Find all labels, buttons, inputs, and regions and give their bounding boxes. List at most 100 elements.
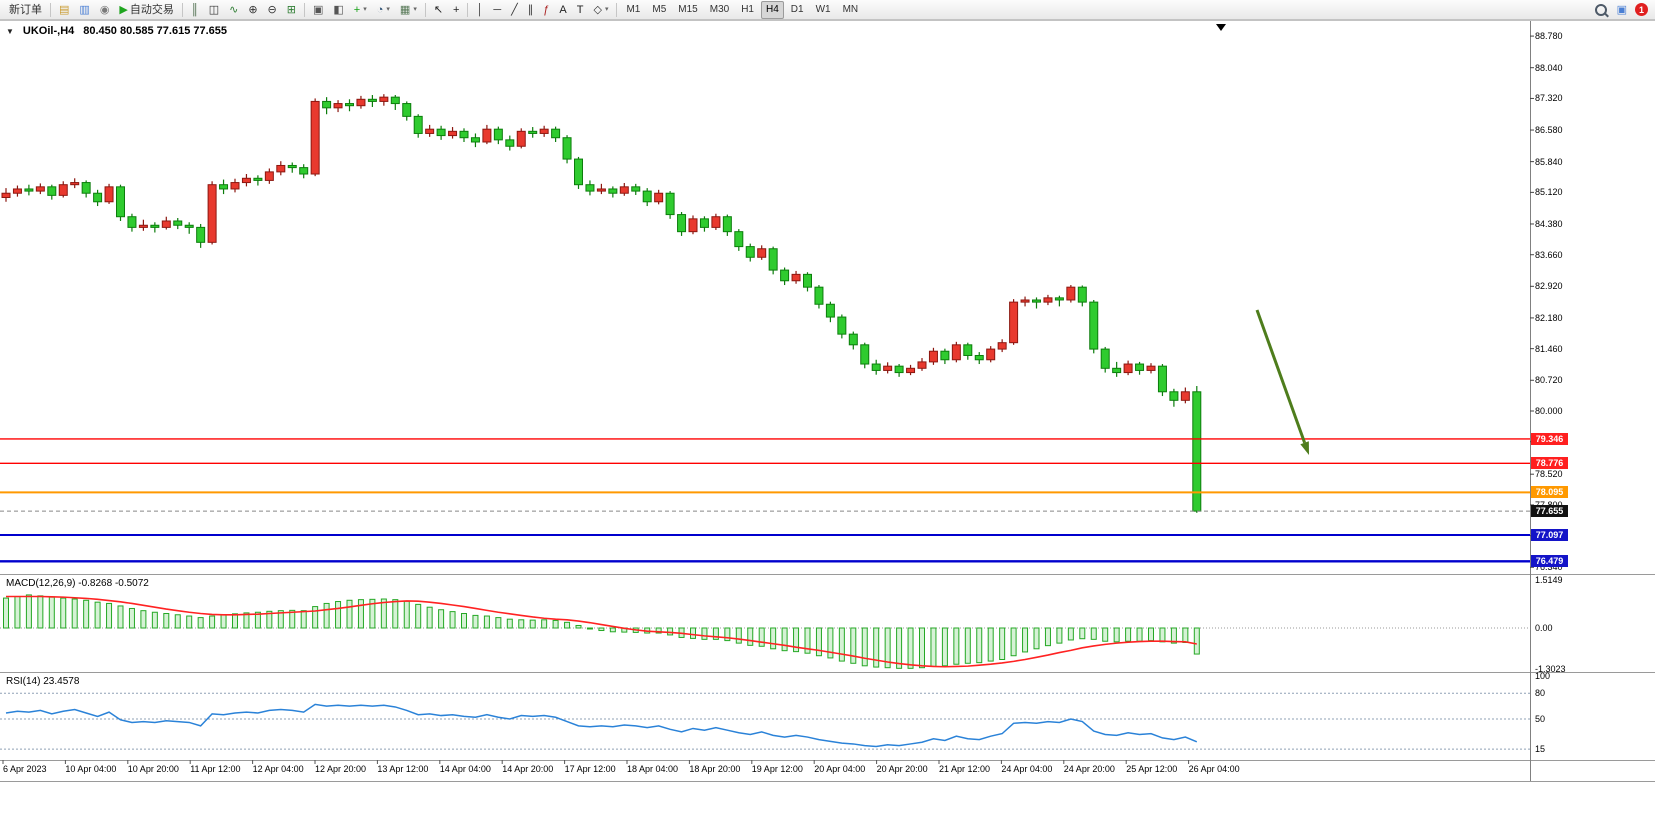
macd-histogram-bar	[1079, 627, 1086, 640]
template-button[interactable]: ▦ ▾	[396, 1, 421, 19]
macd-histogram-bar	[758, 627, 765, 647]
vertical-line-icon[interactable]: │	[472, 1, 487, 19]
macd-histogram-bar	[71, 598, 78, 629]
candle-body	[883, 365, 893, 371]
period-icon: ◔	[376, 3, 384, 16]
candlestick-chart-icon[interactable]: ◫	[205, 1, 223, 19]
tf-mn-button[interactable]: MN	[842, 3, 859, 15]
macd-histogram-bar	[335, 601, 342, 629]
crosshair-icon: +	[453, 3, 460, 16]
tf-m5-button[interactable]: M5	[652, 3, 667, 15]
shapes-button[interactable]: ◇ ▾	[589, 1, 612, 19]
period-button[interactable]: ◔ ▾	[373, 1, 394, 19]
candle-body	[1180, 391, 1190, 401]
search-button[interactable]	[1591, 1, 1611, 19]
price-scale-label: 78.520	[1535, 469, 1563, 480]
text-icon[interactable]: A	[555, 1, 570, 19]
collapse-arrow-icon[interactable]: ▼	[6, 26, 14, 36]
auto-trading-icon: ▶	[119, 3, 128, 16]
macd-histogram-bar	[907, 627, 914, 669]
macd-histogram-bar	[1033, 627, 1040, 650]
price-scale-label: 77.800	[1535, 500, 1563, 510]
tile-windows-icon[interactable]: ⊞	[283, 1, 300, 19]
macd-histogram-bar	[3, 597, 9, 629]
trend-arrow-head[interactable]	[1300, 441, 1309, 455]
broadcast-icon: ◉	[99, 3, 110, 16]
label-icon[interactable]: T	[573, 1, 588, 19]
cursor-icon[interactable]: ↖	[430, 1, 447, 19]
zoom-in-icon[interactable]: ⊕	[244, 1, 261, 19]
time-axis-label: 10 Apr 04:00	[65, 764, 117, 774]
candle-body	[963, 344, 973, 356]
macd-histogram-bar	[770, 627, 777, 650]
arrange-windows-icon[interactable]: ◧	[329, 1, 347, 19]
add-indicator-button[interactable]: + ▾	[350, 1, 371, 19]
macd-histogram-bar	[83, 599, 90, 629]
candle-body	[470, 137, 480, 143]
bar-chart-icon[interactable]: ║	[187, 1, 203, 19]
candle-body	[367, 98, 377, 102]
candle-body	[413, 115, 423, 134]
candle-body	[825, 303, 835, 318]
macd-histogram-bar	[999, 627, 1006, 660]
time-axis-label: 10 Apr 20:00	[127, 764, 179, 774]
tf-m1-button[interactable]: M1	[626, 3, 641, 15]
fibonacci-icon[interactable]: ƒ	[539, 1, 553, 19]
price-scale-label: 85.120	[1535, 187, 1563, 198]
macd-histogram-bar	[48, 596, 55, 629]
new-chart-icon[interactable]: ▤	[55, 1, 73, 19]
macd-histogram-bar	[174, 614, 181, 629]
candle-body	[619, 186, 629, 194]
macd-histogram-bar	[655, 627, 662, 634]
broadcast-icon[interactable]: ◉	[96, 1, 114, 19]
zoom-out-icon: ⊖	[267, 3, 277, 16]
candle-body	[81, 182, 91, 194]
trend-arrow-line[interactable]	[1255, 309, 1307, 444]
time-axis-label: 20 Apr 20:00	[876, 764, 928, 774]
macd-histogram-bar	[564, 621, 571, 629]
line-chart-icon[interactable]: ∿	[225, 1, 242, 19]
community-icon[interactable]: ▣	[1613, 1, 1631, 19]
macd-histogram-bar	[701, 627, 708, 640]
tf-m30-button[interactable]: M30	[709, 3, 730, 15]
chevron-down-icon: ▾	[363, 5, 367, 13]
trendline-icon[interactable]: ╱	[507, 1, 522, 19]
candle-body	[35, 186, 45, 192]
time-axis-label: 6 Apr 2023	[3, 764, 47, 774]
macd-histogram-bar	[449, 611, 456, 629]
candle-body	[333, 103, 343, 109]
time-axis-label: 14 Apr 20:00	[502, 764, 554, 774]
candle-body	[390, 96, 400, 105]
tf-h1-button[interactable]: H1	[741, 3, 754, 15]
crosshair-icon[interactable]: +	[449, 1, 463, 19]
tf-w1-button[interactable]: W1	[815, 3, 831, 15]
toolbar-separator	[616, 2, 618, 17]
candle-body	[219, 184, 229, 190]
chart-shift-marker[interactable]	[1216, 24, 1226, 31]
tf-d1-button[interactable]: D1	[790, 3, 804, 15]
cascade-windows-icon[interactable]: ▣	[309, 1, 327, 19]
candle-body	[379, 96, 389, 102]
zoom-out-icon[interactable]: ⊖	[264, 1, 281, 19]
macd-histogram-bar	[827, 627, 834, 659]
candle-body	[93, 192, 103, 203]
horizontal-line-icon[interactable]: ─	[489, 1, 505, 19]
notifications-badge[interactable]: 1	[1635, 3, 1648, 16]
macd-histogram-bar	[415, 603, 422, 629]
channel-icon[interactable]: ∥	[524, 1, 538, 19]
new-order-button[interactable]: 新订单	[5, 1, 46, 19]
rsi-scale-label: 80	[1535, 688, 1546, 699]
profiles-icon[interactable]: ▥	[75, 1, 93, 19]
tf-m15-button[interactable]: M15	[678, 3, 698, 15]
rsi-scale-label: 15	[1535, 744, 1546, 755]
macd-scale-label: 0.00	[1535, 623, 1553, 633]
candle-body	[1054, 297, 1064, 301]
tf-h4-button[interactable]: H4	[760, 0, 784, 19]
candle-body	[837, 316, 847, 335]
time-axis-label: 24 Apr 20:00	[1063, 764, 1115, 774]
auto-trading-button[interactable]: ▶ 自动交易	[115, 1, 177, 19]
candle-body	[1192, 391, 1202, 512]
candle-body	[894, 365, 904, 374]
